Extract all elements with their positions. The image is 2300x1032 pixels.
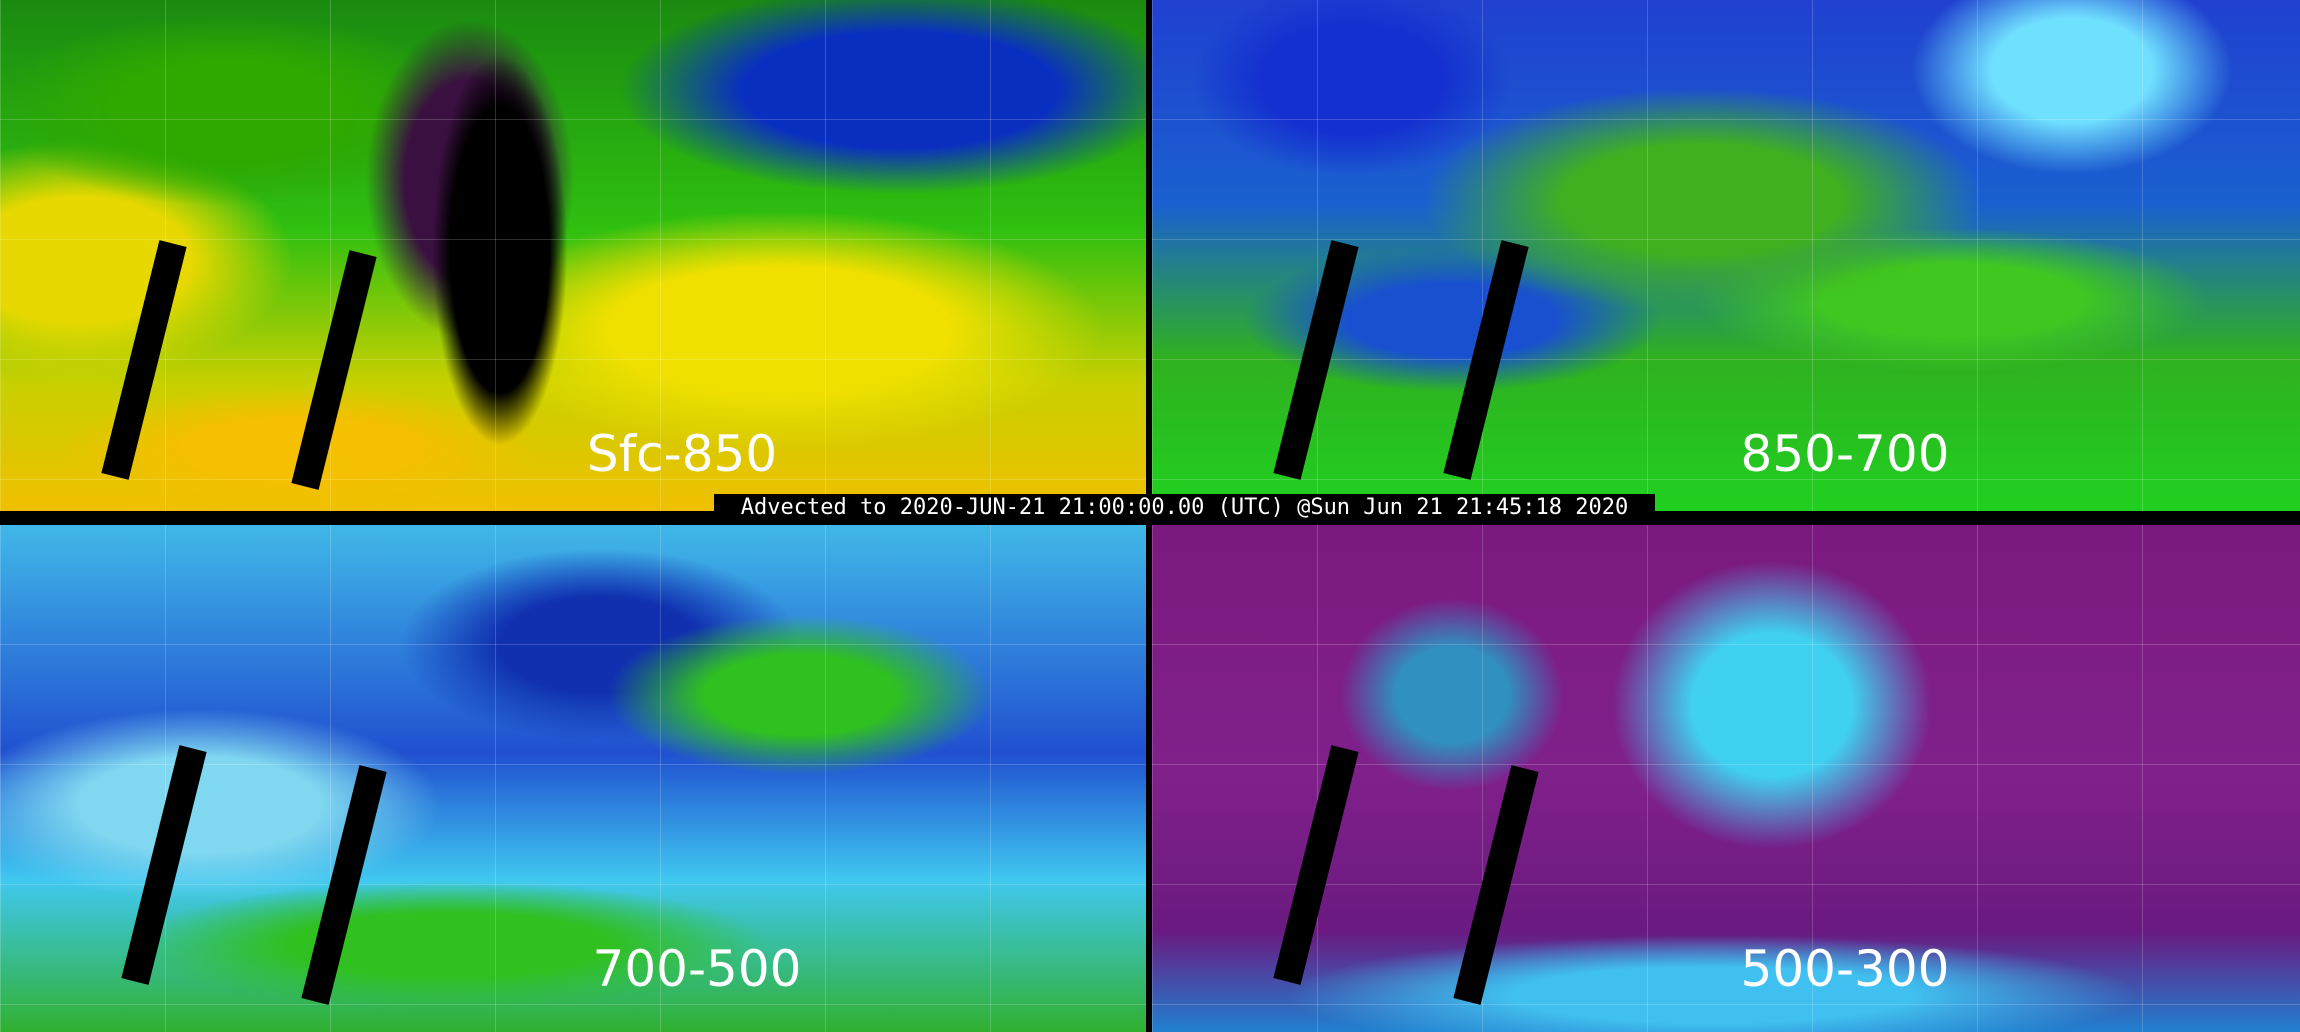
panel-label: 700-500 [592,940,802,998]
panel-label: 500-300 [1740,940,1950,998]
layer-panel-850-700: 850-700 [1152,0,2300,511]
layer-panel-sfc-850: Sfc-850 [0,0,1146,511]
advection-time-caption: Advected to 2020-JUN-21 21:00:00.00 (UTC… [714,494,1655,522]
layer-panel-700-500: 700-500 [0,525,1146,1032]
layer-panel-500-300: 500-300 [1152,525,2300,1032]
panel-label: 850-700 [1740,425,1950,483]
panel-label: Sfc-850 [586,425,778,483]
lat-lon-grid [1152,0,2300,511]
lat-lon-grid [0,0,1146,511]
